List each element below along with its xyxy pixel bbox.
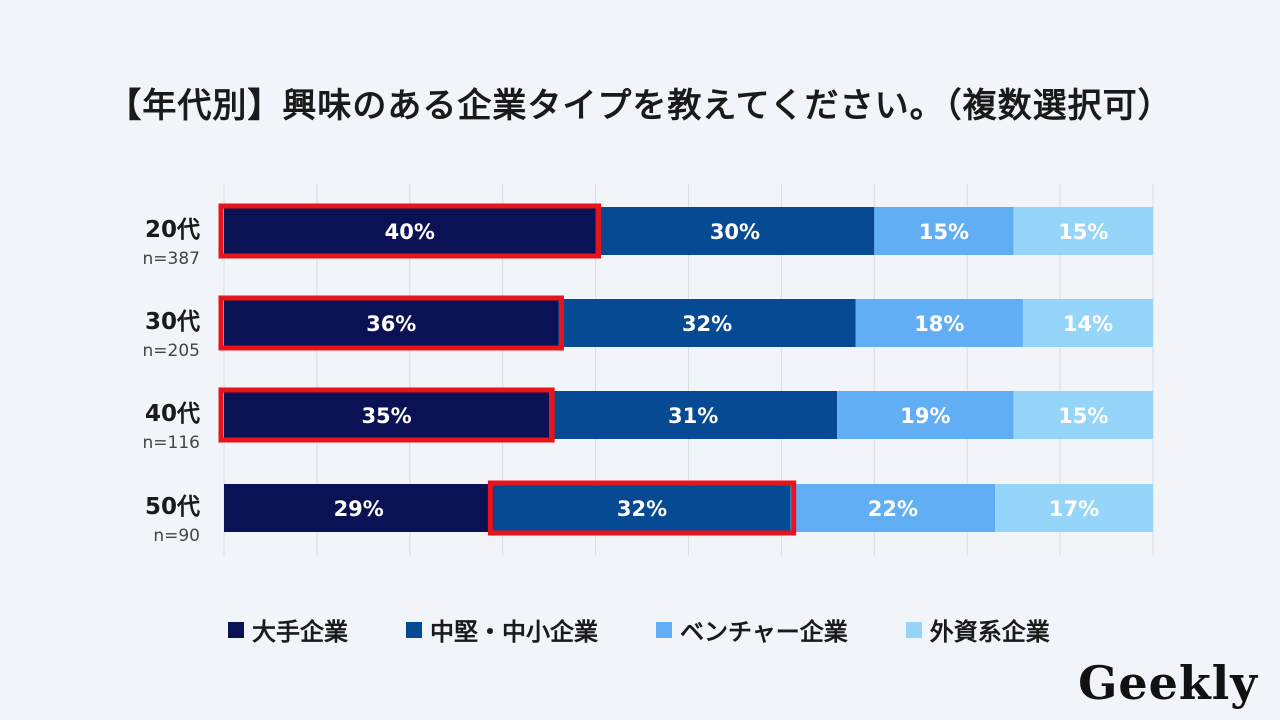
highlight-box	[487, 480, 797, 536]
bar-segment	[224, 207, 596, 255]
data-label: 35%	[361, 404, 411, 428]
data-label: 14%	[1063, 312, 1113, 336]
data-label: 17%	[1049, 497, 1099, 521]
legend-label-foreign: 外資系企業	[929, 618, 1050, 646]
bar-segment	[790, 484, 996, 532]
highlight-box	[218, 387, 555, 443]
bar-segment	[874, 207, 1014, 255]
bar-segment	[837, 391, 1014, 439]
data-label: 18%	[914, 312, 964, 336]
highlight-box	[218, 203, 602, 259]
legend-swatch-large	[228, 621, 244, 638]
legend-item-foreign: 外資系企業	[905, 612, 1050, 647]
bar-segment	[1013, 391, 1153, 439]
legend-item-large: 大手企業	[228, 612, 348, 647]
legend-item-venture: ベンチャー企業	[656, 612, 848, 647]
category-label: 40代	[145, 401, 200, 427]
bar-segment	[595, 207, 875, 255]
sample-size-label: n=90	[153, 526, 200, 546]
data-label: 32%	[617, 497, 667, 521]
data-label: 22%	[868, 497, 918, 521]
stacked-bar-chart: 40% 30% 15% 15% 20代 n=387 36% 32% 18% 14% 30代 n=205…	[143, 184, 1154, 556]
legend-label-large: 大手企業	[252, 618, 348, 646]
sample-size-label: n=116	[143, 433, 200, 453]
legend-swatch-mid	[406, 621, 422, 638]
highlight-box	[218, 295, 564, 351]
data-label: 32%	[682, 312, 732, 336]
legend-item-mid: 中堅・中小企業	[406, 612, 598, 647]
bar-segment	[1022, 299, 1153, 347]
data-label: 30%	[710, 220, 760, 244]
data-label: 31%	[668, 404, 718, 428]
bar-segment	[995, 484, 1153, 532]
data-label: 19%	[900, 404, 950, 428]
data-label: 36%	[366, 312, 416, 336]
category-label: 30代	[145, 309, 200, 335]
legend-label-mid: 中堅・中小企業	[430, 618, 598, 646]
data-label: 40%	[385, 220, 435, 244]
bar-segment	[493, 484, 791, 532]
legend: 大手企業 中堅・中小企業 ベンチャー企業 外資系企業	[228, 612, 1168, 647]
sample-size-label: n=387	[143, 249, 200, 269]
data-label: 15%	[1058, 404, 1108, 428]
data-label: 15%	[1058, 220, 1108, 244]
bar-segment	[1013, 207, 1153, 255]
data-label: 29%	[334, 497, 384, 521]
legend-swatch-foreign	[905, 621, 922, 638]
legend-label-venture: ベンチャー企業	[680, 618, 848, 646]
bar-segment	[224, 484, 494, 532]
data-label: 15%	[919, 220, 969, 244]
bar-segment	[855, 299, 1023, 347]
bar-segment	[549, 391, 838, 439]
sample-size-label: n=205	[143, 341, 200, 361]
bar-segment	[224, 299, 559, 347]
bar-segment	[558, 299, 856, 347]
legend-swatch-venture	[656, 621, 672, 638]
chart-title: 【年代別】興味のある企業タイプを教えてください。（複数選択可）	[107, 86, 1173, 126]
geekly-logo: Geekly	[1078, 656, 1258, 710]
category-label: 20代	[145, 217, 200, 243]
category-label: 50代	[145, 494, 200, 520]
bar-segment	[224, 391, 550, 439]
